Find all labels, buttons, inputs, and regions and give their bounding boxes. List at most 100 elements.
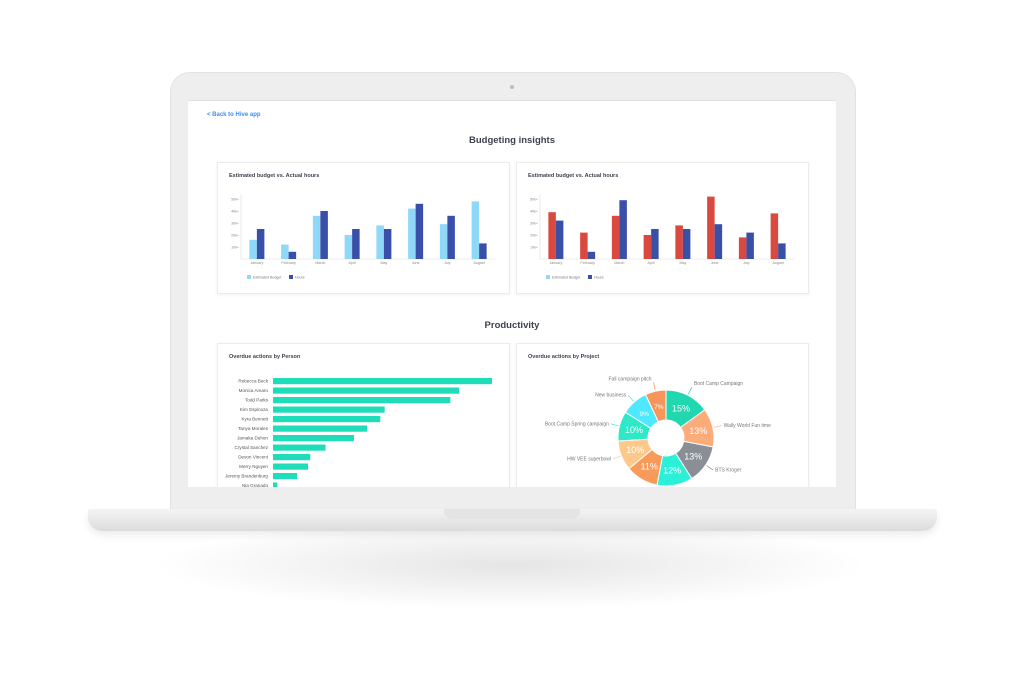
screen: < Back to Hive app Budgeting insights Es… xyxy=(188,100,836,487)
person-label: Todd Parks xyxy=(245,397,269,402)
person-bar xyxy=(273,397,451,404)
bar-hours xyxy=(415,203,424,259)
slice-label: Fall campaign pitch xyxy=(608,376,651,382)
slice-label: Boot Camp Campaign xyxy=(694,381,743,387)
bar-estimated-budget xyxy=(249,239,257,259)
bar-estimated-budget xyxy=(580,232,588,259)
bar-hours xyxy=(651,229,659,259)
person-bar xyxy=(273,444,326,451)
y-tick-label: 20k+ xyxy=(530,234,538,238)
bar-estimated-budget xyxy=(611,215,620,259)
bar-estimated-budget xyxy=(738,237,747,259)
budget-chart-1: 10k+ 20k+ 30k+ 40k+ 50k+ January February March… xyxy=(231,195,495,280)
bar-hours xyxy=(746,232,754,259)
person-label: Tanya Morales xyxy=(238,426,269,431)
person-label: Rebecca Beck xyxy=(238,378,268,383)
bar-estimated-budget xyxy=(707,196,715,259)
x-tick-label: July xyxy=(444,261,451,265)
bar-hours xyxy=(479,243,487,259)
project-chart-card: Overdue actions by Project 15% Boot Camp … xyxy=(516,343,809,487)
chart-title: Overdue actions by Person xyxy=(229,354,301,360)
bar-estimated-budget xyxy=(408,208,416,259)
person-label: Devon Vincent xyxy=(238,454,269,459)
productivity-heading: Productivity xyxy=(484,320,540,331)
legend-label: Hours xyxy=(295,276,305,280)
label-leader-line xyxy=(713,425,722,428)
bar-estimated-budget xyxy=(376,225,384,259)
legend-swatch xyxy=(247,275,251,279)
person-label: Jeremy Brandenburg xyxy=(225,473,268,478)
budget-chart-card-1: Estimated budget vs. Actual hours 10k+ 20… xyxy=(217,162,510,294)
bar-estimated-budget xyxy=(675,225,683,259)
person-bar xyxy=(273,425,368,432)
slice-percent: 7% xyxy=(654,404,664,411)
bar-hours xyxy=(352,229,360,259)
slice-label: BTS Kroger xyxy=(715,468,741,474)
bar-hours xyxy=(288,251,297,259)
person-label: Jamaka Duhon xyxy=(237,435,268,440)
bar-hours xyxy=(447,215,455,259)
x-tick-label: February xyxy=(580,261,595,265)
laptop-shadow xyxy=(150,520,870,610)
laptop-base xyxy=(88,509,937,531)
legend-label: Estimated Budget xyxy=(253,276,281,280)
person-label: Kyra Bennett xyxy=(241,416,268,421)
budgeting-heading: Budgeting insights xyxy=(468,135,556,146)
person-bar xyxy=(273,482,278,487)
laptop-notch xyxy=(444,509,580,519)
x-tick-label: May xyxy=(679,261,686,265)
camera-icon xyxy=(510,85,514,89)
x-tick-label: June xyxy=(711,261,719,265)
bar-hours xyxy=(383,229,392,259)
person-label: Crystal Sanchez xyxy=(235,445,269,450)
overdue-by-person-chart: Rebecca Beck Monica Amaro Todd Parks Kim Es… xyxy=(225,378,492,487)
slice-percent: 15% xyxy=(672,404,690,414)
slice-percent: 13% xyxy=(689,426,707,436)
legend-swatch xyxy=(588,275,592,279)
x-tick-label: May xyxy=(380,261,387,265)
y-tick-label: 30k+ xyxy=(231,222,239,226)
y-tick-label: 50k+ xyxy=(231,198,239,202)
person-label: Monica Amaro xyxy=(239,388,269,393)
y-tick-label: 50k+ xyxy=(530,198,538,202)
budget-chart-card-2: Estimated budget vs. Actual hours 10k+ 20… xyxy=(516,162,809,294)
label-leader-line xyxy=(687,387,693,395)
slice-percent: 10% xyxy=(625,425,643,435)
person-label: Kim Espinoza xyxy=(240,407,269,412)
bar-hours xyxy=(555,220,564,259)
bar-estimated-budget xyxy=(281,244,289,259)
x-tick-label: January xyxy=(549,261,562,265)
person-chart-card: Overdue actions by Person Rebecca Beck Mo… xyxy=(217,343,510,487)
legend-swatch xyxy=(289,275,293,279)
bar-estimated-budget xyxy=(643,235,652,259)
bar-hours xyxy=(682,229,691,259)
bar-hours xyxy=(256,229,265,259)
y-tick-label: 10k+ xyxy=(231,246,239,250)
slice-label: Boot Camp Spring campaign xyxy=(545,421,609,427)
slice-label: New business xyxy=(595,393,627,399)
x-tick-label: January xyxy=(250,261,263,265)
donut-slice xyxy=(644,389,667,423)
x-tick-label: August xyxy=(474,261,485,265)
label-leader-line xyxy=(610,423,619,427)
person-bar xyxy=(273,463,309,470)
slice-percent: 9% xyxy=(639,411,649,418)
y-tick-label: 40k+ xyxy=(231,210,239,214)
back-to-hive-link[interactable]: < Back to Hive app xyxy=(207,112,261,118)
label-leader-line xyxy=(612,455,621,460)
person-label: Merry Nguyen xyxy=(239,464,268,469)
bar-hours xyxy=(778,243,786,259)
legend-swatch xyxy=(546,275,550,279)
bar-estimated-budget xyxy=(770,213,779,259)
person-bar xyxy=(273,435,355,442)
slice-label: HW VEE superbowl xyxy=(567,456,611,462)
x-tick-label: June xyxy=(412,261,420,265)
bar-hours xyxy=(320,211,328,259)
overdue-by-project-chart: 15% Boot Camp Campaign 13% Wally World Fun … xyxy=(545,376,771,487)
x-tick-label: March xyxy=(315,261,325,265)
chart-title: Overdue actions by Project xyxy=(528,354,600,360)
slice-label: Wally World Fun time xyxy=(724,423,771,429)
x-tick-label: August xyxy=(773,261,784,265)
x-tick-label: February xyxy=(281,261,296,265)
chart-title: Estimated budget vs. Actual hours xyxy=(528,173,619,179)
